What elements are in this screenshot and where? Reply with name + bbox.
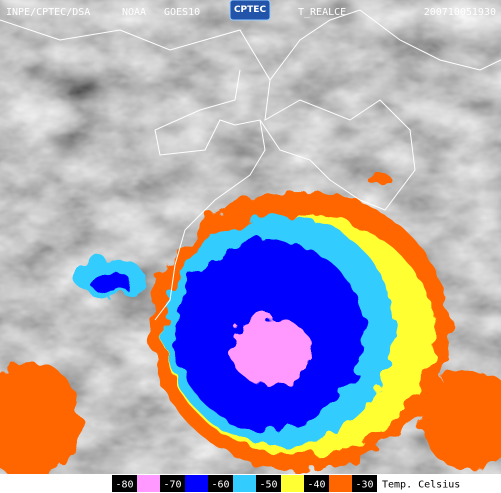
legend-swatch (233, 475, 256, 492)
legend-label: -70 (163, 480, 181, 491)
legend-label-box (304, 475, 329, 492)
legend-label-box (208, 475, 233, 492)
legend-label: -40 (307, 480, 325, 491)
border (269, 9, 501, 81)
legend-label: -50 (259, 480, 277, 491)
legend-swatch (185, 475, 208, 492)
legend-unit: Temp. Celsius (382, 480, 460, 491)
legend-swatch (281, 475, 304, 492)
legend-label: -80 (115, 480, 133, 491)
legend-swatch (329, 475, 352, 492)
legend-label-box (160, 475, 185, 492)
product: T_REALCE (298, 7, 346, 18)
logo (229, 0, 271, 21)
legend-swatch (137, 475, 160, 492)
legend-label-box (112, 475, 137, 492)
legend-label: -30 (355, 480, 373, 491)
legend-label-box (256, 475, 281, 492)
satellite: GOES10 (164, 7, 200, 18)
agency: NOAA (122, 7, 146, 18)
border (0, 19, 416, 211)
border (154, 119, 266, 321)
logo-text: CPTEC (234, 5, 266, 15)
legend-label: -60 (211, 480, 229, 491)
image (0, 0, 501, 480)
legend-label-box (352, 475, 377, 492)
legend: -80 -70 -60 -50 -40 -30 Temp. Celsius (0, 474, 501, 493)
header: INPE/CPTEC/DSA NOAA GOES10 CPTEC T_REALC… (6, 0, 496, 21)
timestamp: 200710051930 (424, 7, 496, 18)
source: INPE/CPTEC/DSA (6, 7, 90, 18)
